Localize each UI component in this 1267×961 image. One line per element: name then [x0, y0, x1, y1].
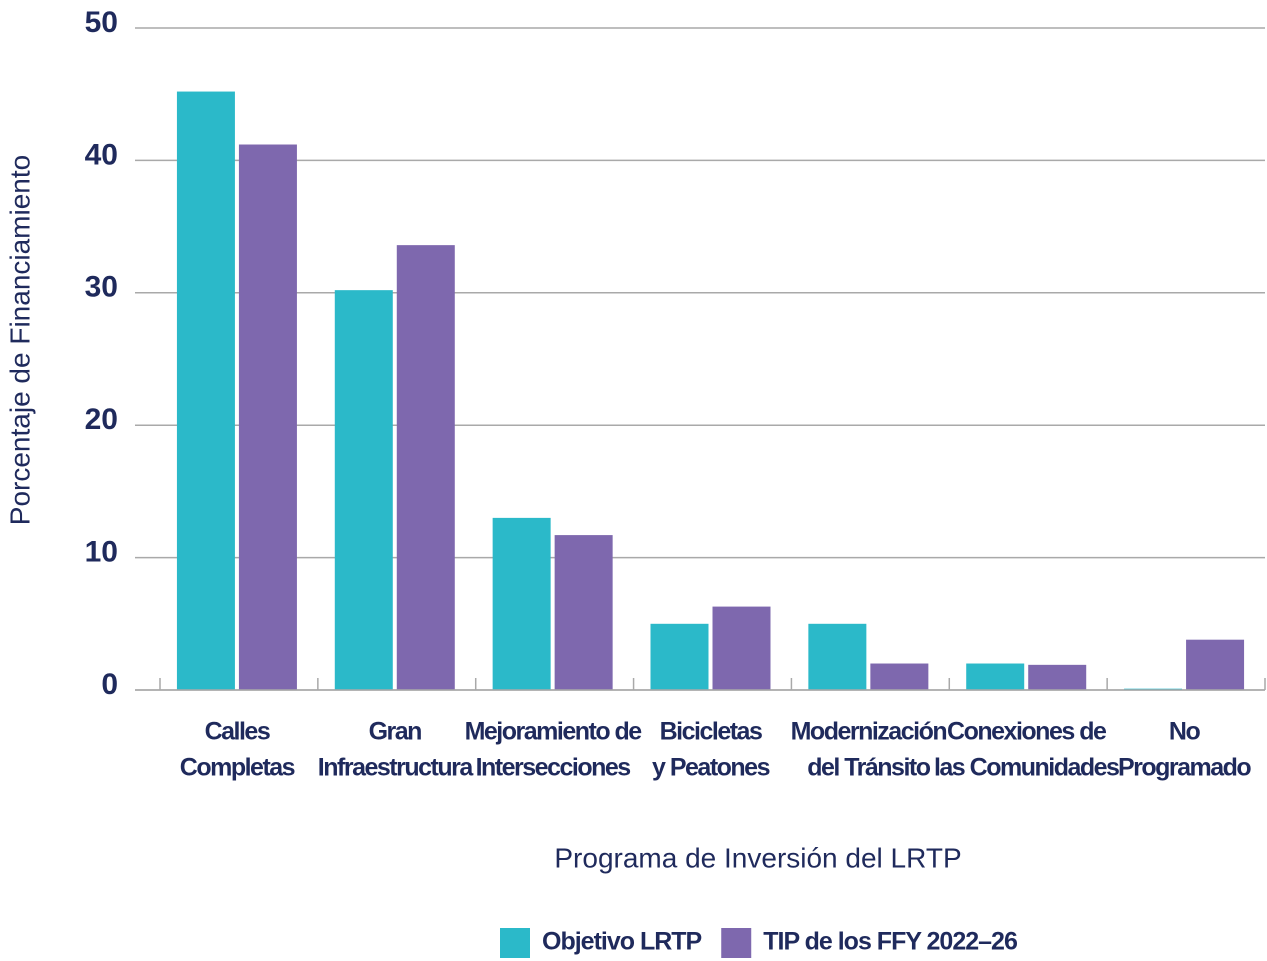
x-tick-label: Infraestructura — [318, 754, 475, 782]
x-tick-label: y Peatones — [652, 754, 770, 782]
bar — [492, 517, 551, 690]
x-tick-label: No — [1169, 718, 1201, 746]
x-tick-label: Calles — [205, 718, 270, 746]
x-tick-label: Bicicletas — [660, 718, 762, 746]
x-tick-label: Conexiones de — [947, 718, 1107, 746]
y-tick-label: 50 — [85, 6, 118, 39]
y-tick-label: 20 — [85, 403, 118, 436]
x-tick-label: Intersecciones — [476, 754, 631, 782]
bar — [176, 91, 235, 690]
bar — [554, 535, 613, 690]
x-tick-label: del Tránsito — [807, 754, 931, 782]
y-tick-label: 10 — [85, 536, 118, 569]
legend-label: Objetivo LRTP — [542, 928, 702, 956]
y-tick-label: 30 — [85, 271, 118, 304]
x-tick-label: Modernización — [791, 718, 947, 746]
legend-label: TIP de los FFY 2022–26 — [763, 928, 1017, 956]
y-axis-title: Porcentaje de Financiamiento — [4, 155, 35, 525]
y-tick-label: 0 — [101, 668, 118, 701]
x-tick-label: Mejoramiento de — [465, 718, 643, 746]
y-tick-label: 40 — [85, 138, 118, 171]
legend-swatch — [500, 928, 530, 958]
bar — [808, 623, 867, 690]
x-tick-label: las Comunidades — [934, 754, 1119, 782]
bar — [238, 144, 297, 691]
bar — [870, 663, 929, 690]
x-axis-title: Programa de Inversión del LRTP — [554, 842, 961, 873]
bar — [1186, 639, 1245, 690]
bar — [1028, 664, 1087, 690]
bar — [966, 663, 1025, 690]
bar — [650, 623, 709, 690]
legend-swatch — [721, 928, 752, 958]
x-tick-label: Gran — [369, 718, 422, 746]
bar — [396, 245, 455, 691]
x-tick-label: Completas — [180, 754, 295, 782]
bar — [334, 290, 393, 690]
x-tick-label: Programado — [1118, 754, 1251, 782]
bar — [712, 606, 771, 690]
